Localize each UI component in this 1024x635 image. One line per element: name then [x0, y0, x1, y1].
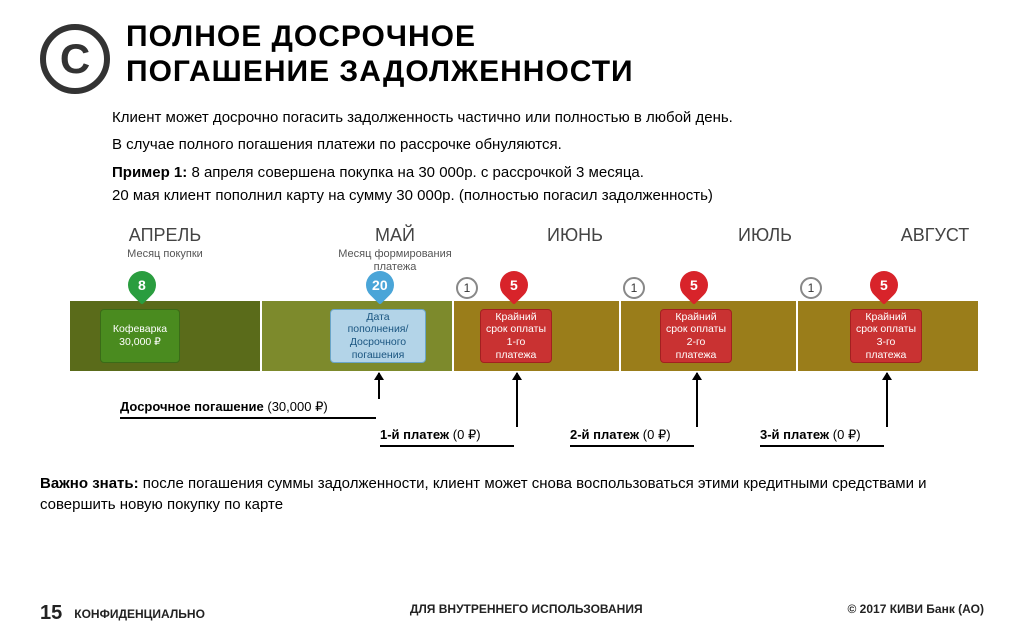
- callout-label: 2-й платеж (0 ₽): [570, 427, 694, 447]
- callout-arrow: [516, 373, 518, 427]
- month-name: АВГУСТ: [890, 225, 980, 246]
- note: Важно знать: после погашения суммы задол…: [40, 473, 984, 515]
- pin-day: 5: [510, 277, 518, 293]
- month-name: МАЙ: [320, 225, 470, 246]
- event-line1: Дата пополнения/: [335, 311, 421, 336]
- event-line2: 1-го платежа: [485, 336, 547, 361]
- callout-rest: (0 ₽): [639, 427, 670, 442]
- intro-line2: В случае полного погашения платежи по ра…: [112, 133, 984, 156]
- month-sub: Месяц формирования платежа: [320, 248, 470, 273]
- callout-arrow: [696, 373, 698, 427]
- footer-copyright: © 2017 КИВИ Банк (АО): [848, 602, 985, 625]
- month-label: АПРЕЛЬ Месяц покупки: [120, 225, 210, 261]
- callout-rest: (30,000 ₽): [264, 399, 328, 414]
- callout-bold: 2-й платеж: [570, 427, 639, 442]
- footer-confidential: КОНФИДЕНЦИАЛЬНО: [74, 607, 205, 621]
- example-text: 8 апреля совершена покупка на 30 000р. с…: [112, 164, 713, 204]
- page-title: ПОЛНОЕ ДОСРОЧНОЕ ПОГАШЕНИЕ ЗАДОЛЖЕННОСТИ: [126, 20, 634, 89]
- callout-bold: Досрочное погашение: [120, 399, 264, 414]
- day-pin: 5: [864, 265, 904, 305]
- note-text: после погашения суммы задолженности, кли…: [40, 475, 927, 513]
- month-label: ИЮНЬ: [530, 225, 620, 246]
- event-line2: Досрочного погашения: [335, 336, 421, 361]
- intro-line1: Клиент может досрочно погасить задолженн…: [112, 106, 984, 129]
- day-pin: 5: [674, 265, 714, 305]
- event-line1: Кофеварка: [113, 323, 167, 336]
- callout-arrow: [378, 373, 380, 399]
- month-label: ИЮЛЬ: [720, 225, 810, 246]
- callout-bold: 1-й платеж: [380, 427, 449, 442]
- logo-letter: С: [60, 35, 90, 83]
- day-pin: 5: [494, 265, 534, 305]
- event-line2: 2-го платежа: [665, 336, 727, 361]
- event-line1: Крайний срок оплаты: [855, 311, 917, 336]
- callout-label: 1-й платеж (0 ₽): [380, 427, 514, 447]
- day-circle: 1: [800, 277, 822, 299]
- intro-block: Клиент может досрочно погасить задолженн…: [112, 106, 984, 207]
- pin-day: 8: [138, 277, 146, 293]
- callout-rest: (0 ₽): [449, 427, 480, 442]
- header: С ПОЛНОЕ ДОСРОЧНОЕ ПОГАШЕНИЕ ЗАДОЛЖЕННОС…: [40, 20, 984, 94]
- callout-label: Досрочное погашение (30,000 ₽): [120, 399, 376, 419]
- month-name: ИЮЛЬ: [720, 225, 810, 246]
- timeline: АПРЕЛЬ Месяц покупки МАЙМесяц формирования…: [40, 225, 984, 457]
- footer: 15 КОНФИДЕНЦИАЛЬНО ДЛЯ ВНУТРЕННЕГО ИСПОЛ…: [0, 602, 1024, 625]
- callout-bold: 3-й платеж: [760, 427, 829, 442]
- day-pin: 8: [122, 265, 162, 305]
- event-line2: 30,000 ₽: [119, 336, 161, 349]
- intro-example: Пример 1: 8 апреля совершена покупка на …: [112, 161, 984, 208]
- callout-label: 3-й платеж (0 ₽): [760, 427, 884, 447]
- example-label: Пример 1:: [112, 164, 187, 181]
- pin-day: 5: [690, 277, 698, 293]
- page-number: 15: [40, 602, 62, 625]
- pin-day: 5: [880, 277, 888, 293]
- month-label: МАЙМесяц формирования платежа: [320, 225, 470, 273]
- pin-day: 20: [372, 277, 388, 293]
- footer-left: 15 КОНФИДЕНЦИАЛЬНО: [40, 602, 205, 625]
- day-circle: 1: [623, 277, 645, 299]
- event-line2: 3-го платежа: [855, 336, 917, 361]
- callout-arrow: [886, 373, 888, 427]
- event-box: Крайний срок оплаты1-го платежа: [480, 309, 552, 363]
- event-box: Дата пополнения/Досрочного погашения: [330, 309, 426, 363]
- month-label: АВГУСТ: [890, 225, 980, 246]
- day-circle: 1: [456, 277, 478, 299]
- event-box: Кофеварка30,000 ₽: [100, 309, 180, 363]
- event-box: Крайний срок оплаты3-го платежа: [850, 309, 922, 363]
- logo-circle: С: [40, 24, 110, 94]
- callout-row: Досрочное погашение (30,000 ₽)1-й платеж…: [40, 377, 984, 457]
- callout-rest: (0 ₽): [829, 427, 860, 442]
- bars-row: 820151515Кофеварка30,000 ₽Дата пополнени…: [40, 301, 984, 371]
- event-line1: Крайний срок оплаты: [485, 311, 547, 336]
- event-line1: Крайний срок оплаты: [665, 311, 727, 336]
- footer-center: ДЛЯ ВНУТРЕННЕГО ИСПОЛЬЗОВАНИЯ: [410, 602, 643, 625]
- month-name: АПРЕЛЬ: [120, 225, 210, 246]
- event-box: Крайний срок оплаты2-го платежа: [660, 309, 732, 363]
- month-sub: Месяц покупки: [120, 248, 210, 261]
- note-label: Важно знать:: [40, 475, 139, 492]
- months-row: АПРЕЛЬМесяц покупкиМАЙМесяц формирования…: [40, 225, 984, 265]
- month-name: ИЮНЬ: [530, 225, 620, 246]
